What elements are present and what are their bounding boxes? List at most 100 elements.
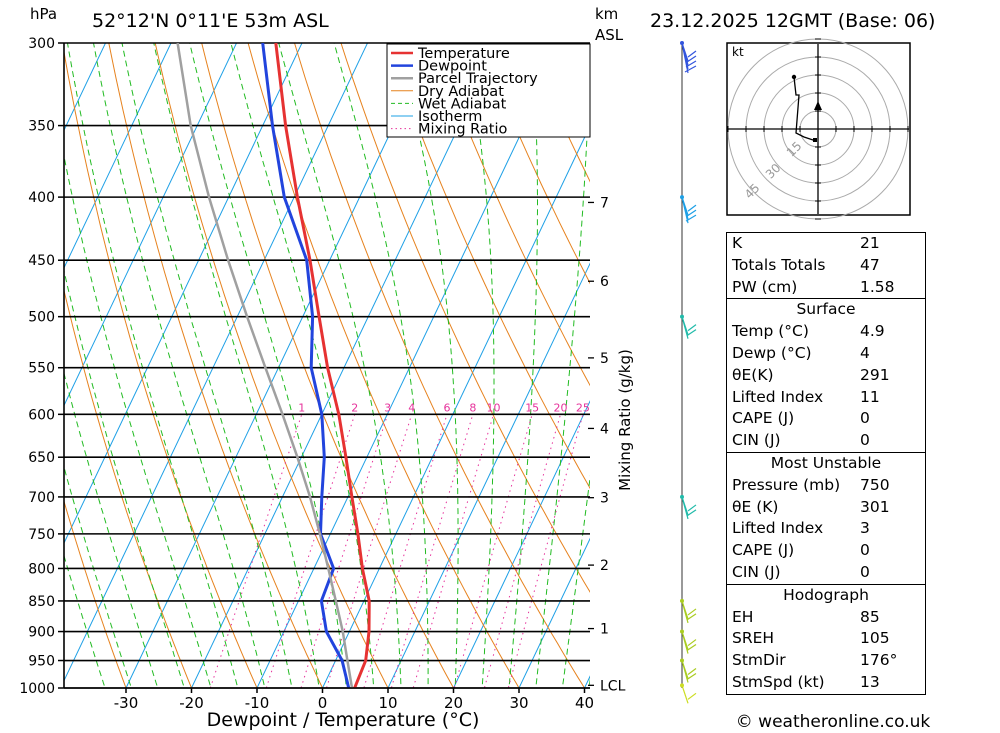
isotherm-line [452,400,590,688]
wind-barb-flag [687,608,697,616]
index-label: Dewp (°C) [732,343,812,362]
pressure-tick-label: 300 [28,36,55,52]
pressure-tick-label: 700 [28,490,55,506]
wet-adiabat-line [535,43,590,688]
wet-adiabat-line [66,43,239,688]
index-label: CIN (J) [732,562,781,581]
wind-barb-flag [687,204,697,212]
wet-adiabat-line [278,43,402,688]
wind-barb-flag [687,668,697,676]
dry-adiabat-line [0,0,3,714]
index-label: CAPE (J) [732,409,795,428]
mixing-ratio-line [300,414,389,688]
km-tick-label: 1 [600,622,609,638]
wind-barb-flag [686,613,697,621]
wind-barb-flag [687,504,697,512]
index-label: StmSpd (kt) [732,672,825,691]
index-label: Totals Totals [732,255,826,274]
legend-entry: Parcel Trajectory [418,71,538,87]
index-row: CIN (J) 0 [727,430,926,452]
basic-indices: K 21 Totals Totals 47 PW (cm) 1.58 [727,233,926,299]
index-value: 105 [860,629,890,648]
wind-barb-flag [686,673,697,681]
mixing-ratio-tick-label: 2 [351,401,358,414]
mixing-ratio-tick-label: 4 [408,401,415,414]
km-tick-label: 7 [600,195,609,211]
index-label: θE (K) [732,497,779,516]
wind-barb-flag [686,329,697,337]
index-label: θE(K) [732,365,774,384]
mixing-ratio-axis-label: Mixing Ratio (g/kg) [616,349,634,491]
index-row: θE(K) 291 [727,365,926,387]
x-tick-label: 10 [378,694,397,712]
index-value: 4 [860,343,870,362]
mixing-ratio-line [363,414,448,688]
surface-title: Surface [796,300,856,319]
isotherm-line [387,262,590,688]
index-value: 3 [860,519,870,538]
index-row: Dewp (°C) 4 [727,343,926,365]
index-value: 0 [860,541,870,560]
x-tick-label: -20 [179,694,204,712]
index-value: 11 [860,387,880,406]
parcel-trajectory-line [176,43,354,688]
location-title: 52°12'N 0°11'E 53m ASL [92,10,329,32]
index-row: StmDir 176° [727,650,926,672]
index-row: StmSpd (kt) 13 [727,672,926,694]
mixing-ratio-tick-label: 6 [444,401,451,414]
index-row: Lifted Index 3 [727,518,926,540]
pressure-tick-label: 900 [28,625,55,641]
km-tick-label: 2 [600,558,609,574]
pressure-tick-label: 750 [28,527,55,543]
index-row: SREH 105 [727,628,926,650]
pressure-tick-label: 650 [28,450,55,466]
datetime-title: 23.12.2025 12GMT (Base: 06) [650,10,935,32]
wind-barb-column [680,41,697,704]
dry-adiabat-line [433,43,590,387]
wet-adiabat-line [561,475,590,688]
index-value: 21 [860,234,880,252]
axis-labels: 3003504004505005506006507007508008509009… [19,36,625,712]
index-label: SREH [732,629,775,648]
x-tick-label: 0 [318,694,328,712]
isobar-lines [64,42,590,689]
pressure-tick-label: 350 [28,119,55,135]
x-axis-label: Dewpoint / Temperature (°C) [207,709,480,731]
wind-barb-flag [686,509,697,517]
mixing-ratio-tick-label: 8 [469,401,476,414]
legend-entry: Mixing Ratio [418,122,508,138]
pressure-tick-label: 1000 [19,681,55,697]
isotherm-line [64,43,369,682]
wind-barb-flag [685,60,697,68]
index-row: Totals Totals 47 [727,255,926,277]
isotherm-line [518,537,590,688]
index-row: Lifted Index 11 [727,387,926,409]
hodograph-point [791,74,797,80]
index-value: 4.9 [860,322,885,341]
wind-barb-shaft [681,42,689,74]
index-value: 176° [860,651,898,670]
index-value: 1.58 [860,277,895,296]
wind-barb-flag [687,50,697,58]
pressure-tick-label: 500 [28,310,55,326]
index-label: CAPE (J) [732,541,795,560]
legend-entry: Dewpoint [418,59,487,75]
index-value: 750 [860,475,890,494]
pressure-tick-label: 600 [28,407,55,423]
wet-adiabat-line [333,43,429,688]
index-row: θE (K) 301 [727,497,926,519]
wind-barb-flag [687,324,697,332]
wet-adiabat-line [64,153,212,688]
hodograph-surface-marker [813,138,817,142]
wind-barb-flag [687,639,697,647]
wind-barb-flag [686,209,697,217]
mixing-ratio-tick-label: 15 [525,401,539,414]
index-value: 0 [860,562,870,581]
pressure-tick-label: 950 [28,654,55,670]
index-label: Pressure (mb) [732,475,841,494]
profile-lines [176,43,371,688]
dry-adiabat-line [479,43,590,285]
surface-indices: Surface Temp (°C) 4.9 Dewp (°C) 4 θE(K) 291 Li… [726,298,926,453]
